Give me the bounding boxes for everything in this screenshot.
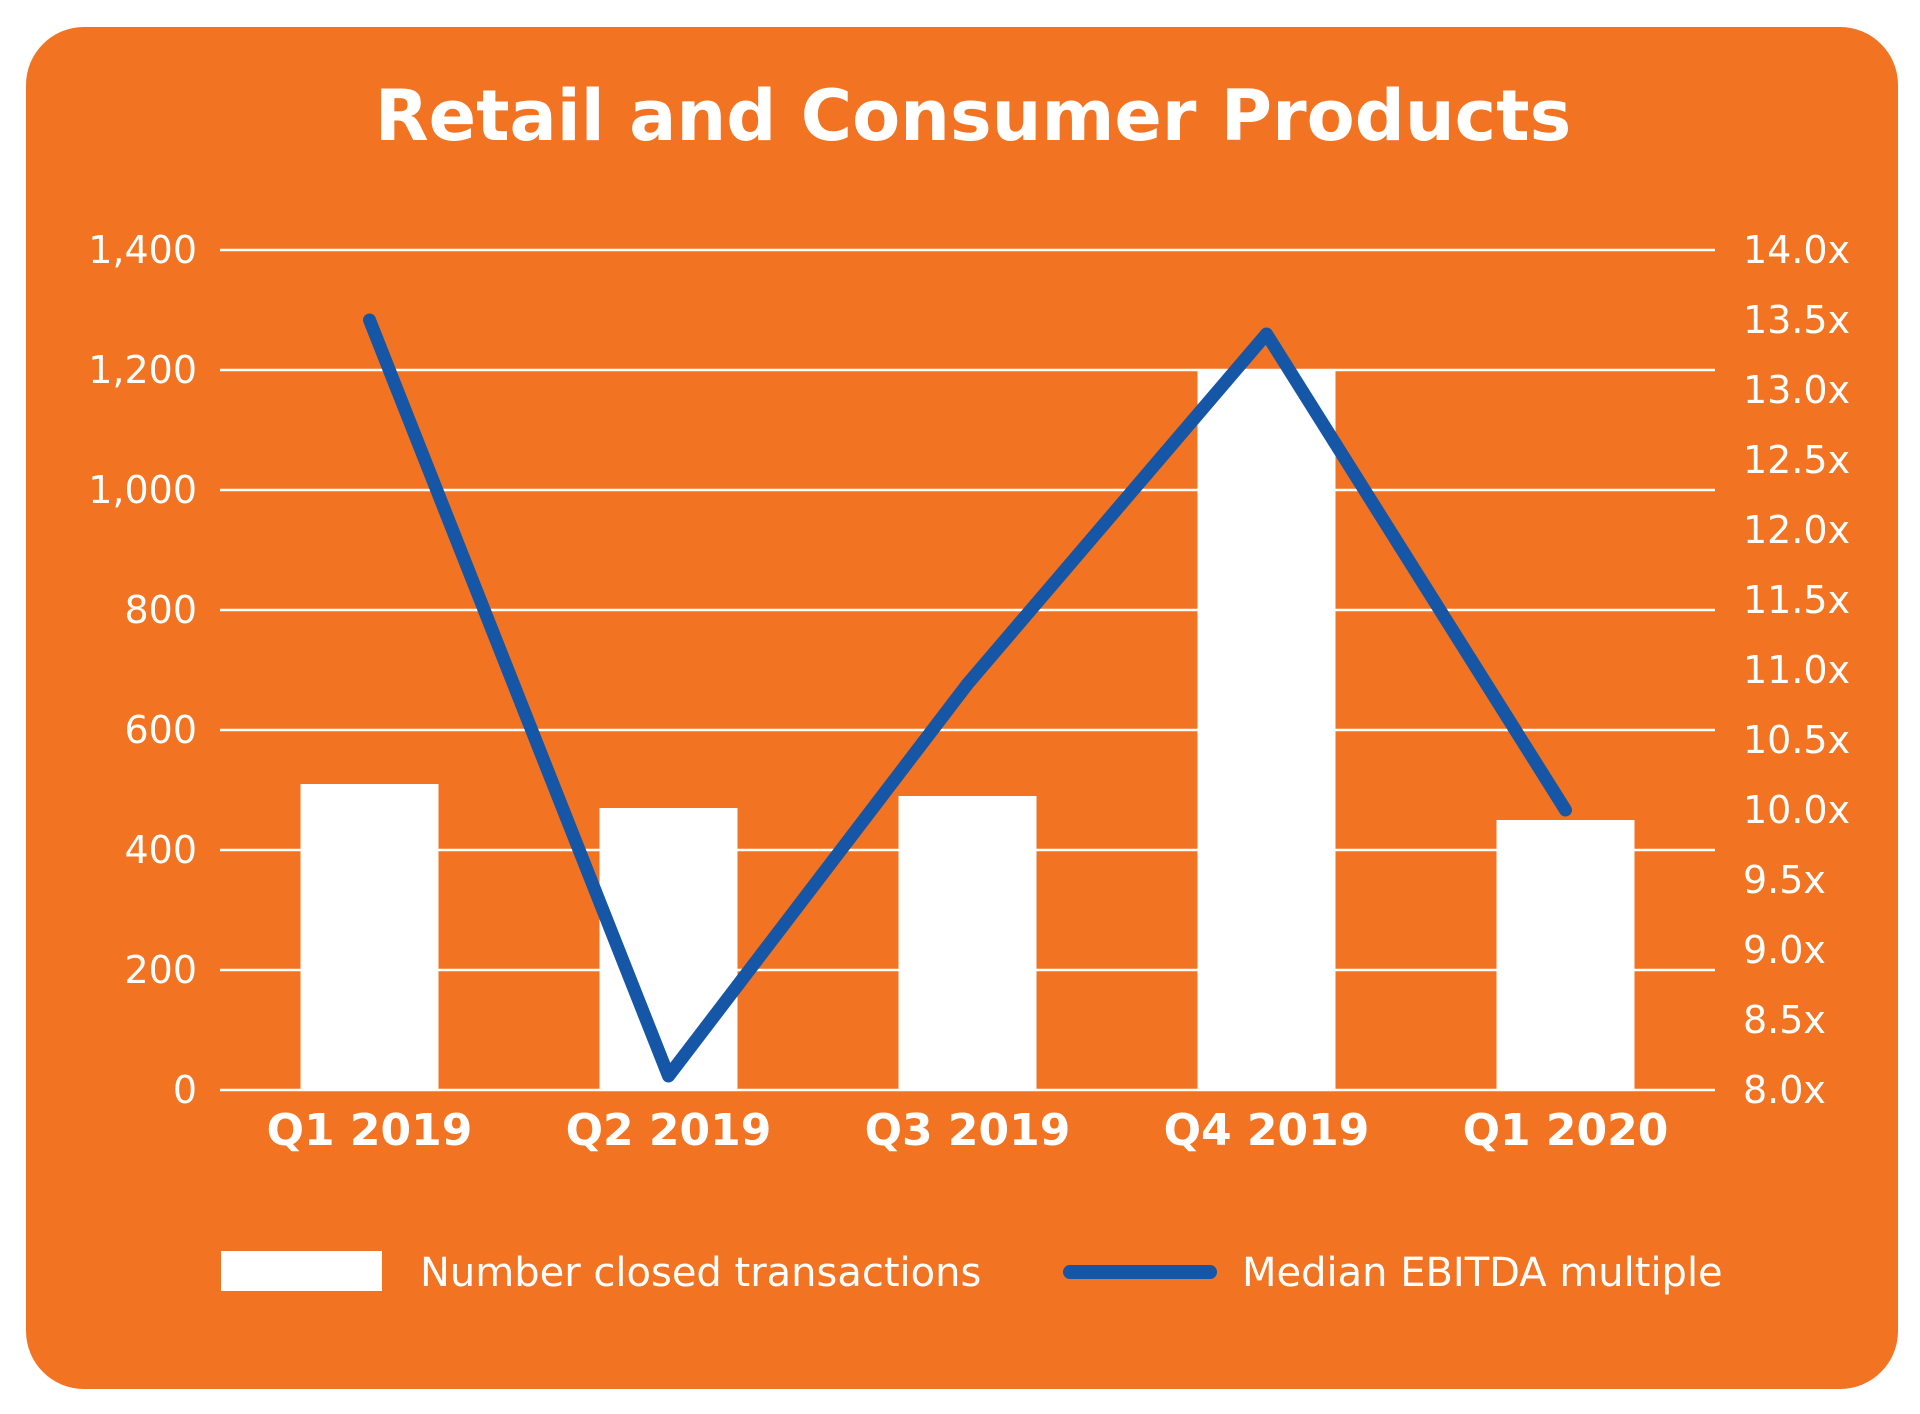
bar-q1-2020 (1496, 820, 1635, 1090)
legend-line-label: Median EBITDA multiple (1242, 1250, 1723, 1296)
left-axis-tick-label: 1,000 (88, 468, 197, 512)
left-axis-tick-label: 800 (124, 588, 197, 632)
left-axis-tick-label: 1,400 (88, 228, 197, 272)
ebitda-point (668, 1075, 669, 1077)
right-axis-tick-label: 8.0x (1743, 1068, 1826, 1112)
left-axis: 0 200 400 600 800 1,000 1,200 1,400 (88, 228, 197, 1112)
x-axis-tick-label: Q3 2019 (865, 1105, 1071, 1156)
ebitda-point (967, 683, 968, 685)
legend-bar-label: Number closed transactions (420, 1250, 981, 1296)
right-axis-tick-label: 8.5x (1743, 998, 1826, 1042)
left-axis-tick-label: 400 (124, 828, 197, 872)
bar-series (300, 370, 1635, 1090)
left-axis-tick-label: 0 (173, 1068, 197, 1112)
chart-background (26, 27, 1898, 1389)
legend-bar-swatch (221, 1251, 382, 1291)
ebitda-point (1565, 809, 1566, 811)
x-axis-tick-label: Q1 2020 (1463, 1105, 1669, 1156)
left-axis-tick-label: 600 (124, 708, 197, 752)
right-axis-tick-label: 9.5x (1743, 858, 1826, 902)
left-axis-tick-label: 1,200 (88, 348, 197, 392)
right-axis-tick-label: 14.0x (1743, 228, 1850, 272)
right-axis-tick-label: 12.0x (1743, 508, 1850, 552)
bar-q3-2019 (898, 796, 1037, 1090)
ebitda-point (1266, 333, 1267, 335)
right-axis-tick-label: 11.5x (1743, 578, 1850, 622)
right-axis-tick-label: 13.5x (1743, 298, 1850, 342)
x-axis-tick-label: Q4 2019 (1164, 1105, 1370, 1156)
x-axis-tick-label: Q1 2019 (267, 1105, 473, 1156)
left-axis-tick-label: 200 (124, 948, 197, 992)
right-axis-tick-label: 13.0x (1743, 368, 1850, 412)
bar-q4-2019 (1197, 370, 1336, 1090)
x-axis: Q1 2019 Q2 2019 Q3 2019 Q4 2019 Q1 2020 (267, 1105, 1669, 1156)
bar-q1-2019 (300, 784, 439, 1090)
line-series (363, 313, 1572, 1083)
x-axis-tick-label: Q2 2019 (566, 1105, 772, 1156)
chart-title: Retail and Consumer Products (375, 75, 1572, 157)
right-axis-tick-label: 10.5x (1743, 718, 1850, 762)
legend: Number closed transactions Median EBITDA … (221, 1250, 1723, 1296)
right-axis-tick-label: 9.0x (1743, 928, 1826, 972)
right-axis-tick-label: 11.0x (1743, 648, 1850, 692)
right-axis-tick-label: 12.5x (1743, 438, 1850, 482)
right-axis: 8.0x 8.5x 9.0x 9.5x 10.0x 10.5x 11.0x 11.5x 12.0… (1743, 228, 1850, 1112)
ebitda-point (369, 319, 370, 321)
right-axis-tick-label: 10.0x (1743, 788, 1850, 832)
